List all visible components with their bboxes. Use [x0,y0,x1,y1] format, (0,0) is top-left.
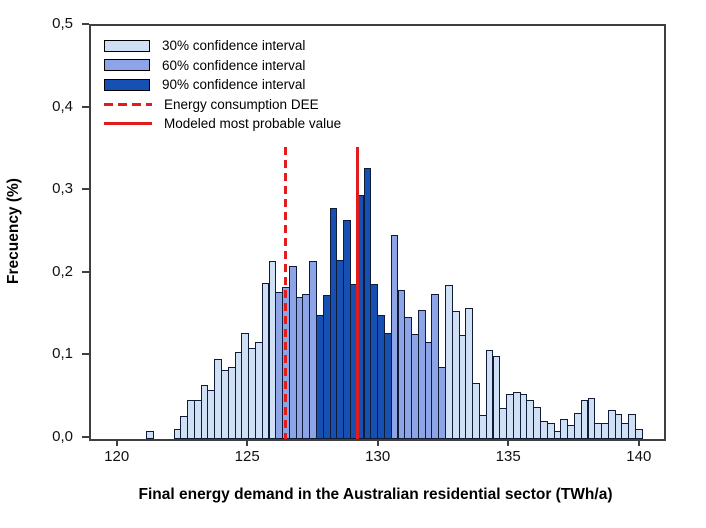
legend-row: 90% confidence interval [104,75,341,95]
legend-label: 60% confidence interval [162,57,306,73]
x-axis-tick-label: 120 [104,448,130,465]
legend-row: Energy consumption DEE [104,95,341,115]
histogram-bar [472,382,480,439]
legend-row: 30% confidence interval [104,36,341,56]
dee-consumption-line [284,147,287,439]
x-axis-tick-label: 125 [234,448,260,465]
legend-swatch-ci60 [104,59,150,72]
legend-label: Modeled most probable value [164,116,342,132]
histogram-bar [492,356,501,439]
histogram-bar [431,293,440,439]
histogram-bar [146,430,155,439]
x-axis-tick [637,439,640,446]
legend-label: Energy consumption DEE [164,96,319,112]
y-axis-tick-label: 0,3 [52,180,73,198]
plot-area [89,24,666,441]
legend-dashed-line-sample [104,102,152,106]
x-axis-tick [507,439,510,446]
legend-label: 90% confidence interval [162,77,306,93]
histogram-bar [587,397,596,439]
x-axis-tick [115,439,118,446]
histogram-bar [465,307,474,439]
legend-label: 30% confidence interval [162,38,306,54]
legend-solid-line-sample [104,122,152,126]
y-axis-tick-label: 0,4 [52,97,73,115]
y-axis-tick-label: 0,1 [52,345,73,363]
y-axis-tick-label: 0,0 [52,428,73,445]
y-axis-tick [82,188,89,191]
legend-row: Modeled most probable value [104,114,341,134]
x-axis-tick [246,439,249,446]
x-axis-tick-label: 135 [495,448,521,465]
histogram-bar [635,429,643,439]
histogram-bar [628,414,636,439]
y-axis-tick [82,270,89,273]
y-axis-tick-label: 0,2 [52,262,73,280]
x-axis-tick-label: 140 [626,448,652,465]
y-axis-tick [82,23,89,25]
x-axis-tick [376,439,379,446]
legend: 30% confidence interval 60% confidence in… [104,36,341,134]
legend-row: 60% confidence interval [104,56,341,76]
y-axis-tick [82,105,89,108]
most-probable-value-line [356,147,359,439]
y-axis-tick [82,436,89,438]
legend-swatch-ci90 [104,78,150,91]
legend-swatch-ci30 [104,39,150,52]
y-axis-tick [82,353,89,356]
x-axis-title: Final energy demand in the Australian re… [138,486,613,503]
y-axis-tick-label: 0,5 [52,15,73,32]
y-axis-title: Frecuency (%) [5,178,22,284]
x-axis-tick-label: 130 [365,448,391,465]
